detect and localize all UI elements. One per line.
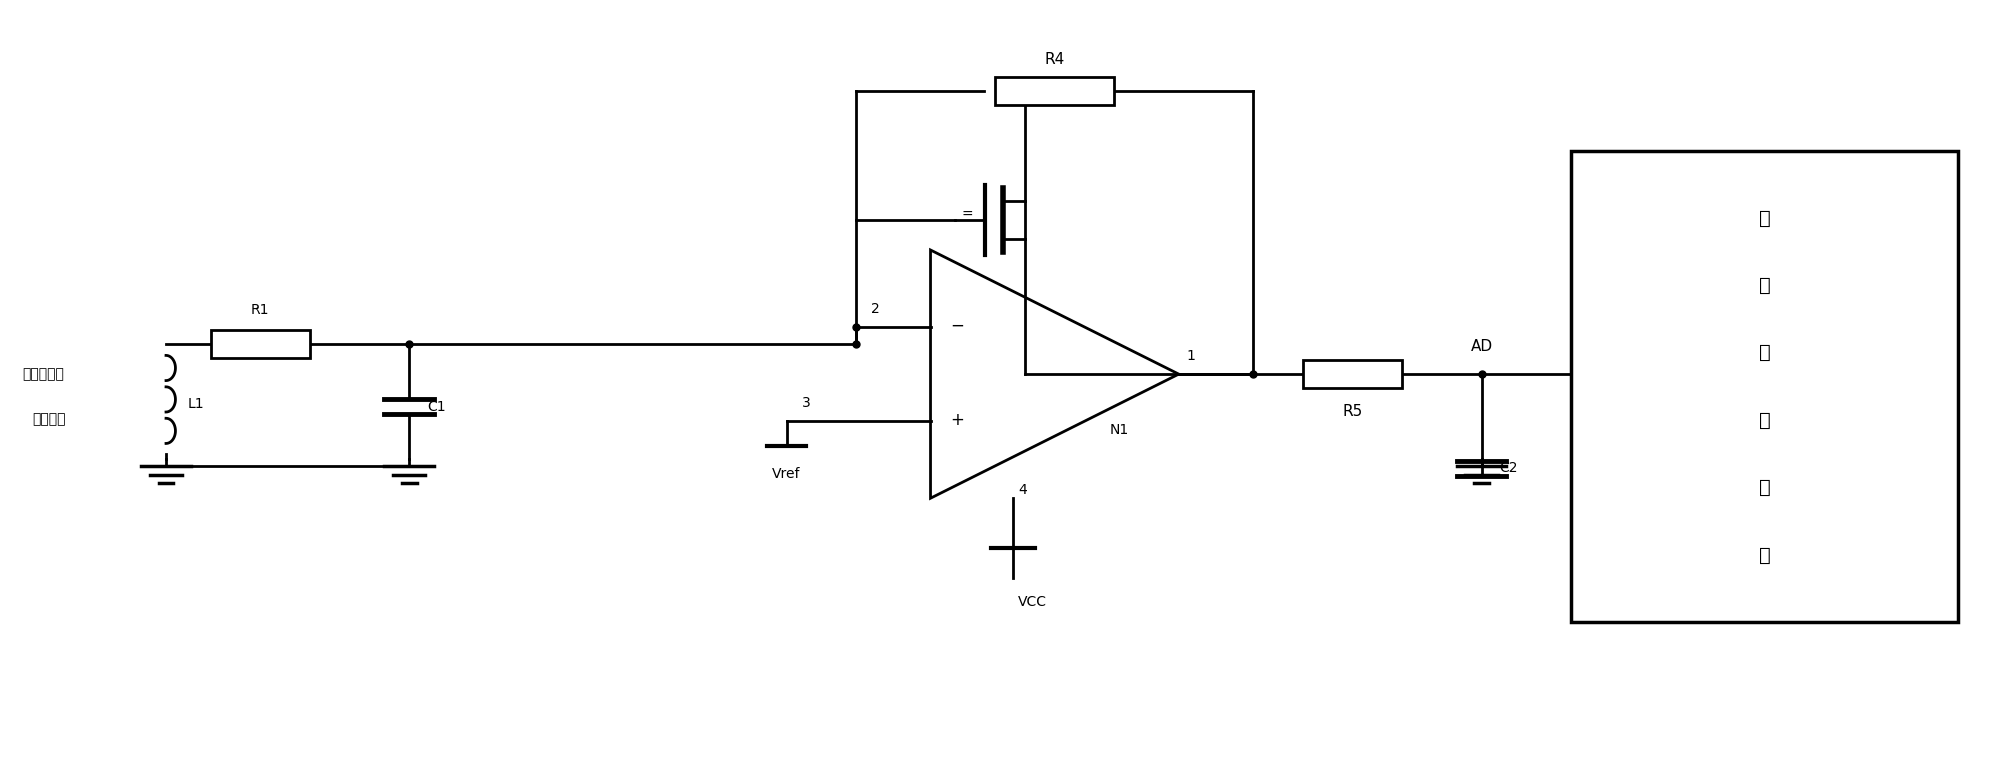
- Bar: [994, 77, 1115, 105]
- Bar: [1570, 150, 1959, 622]
- Text: R5: R5: [1343, 404, 1363, 419]
- Text: 2: 2: [870, 302, 880, 316]
- Text: 理: 理: [1758, 344, 1770, 362]
- Text: 3: 3: [802, 397, 810, 411]
- Text: L1: L1: [188, 397, 205, 411]
- Text: 二次线圈: 二次线圈: [32, 412, 66, 426]
- Text: Vref: Vref: [772, 467, 800, 481]
- Text: VCC: VCC: [1019, 595, 1047, 609]
- Text: C1: C1: [427, 400, 445, 414]
- Text: 处: 处: [1758, 276, 1770, 295]
- Text: 路: 路: [1758, 545, 1770, 565]
- Text: 微: 微: [1758, 209, 1770, 227]
- Text: +: +: [950, 411, 964, 429]
- Text: N1: N1: [1109, 423, 1129, 437]
- Text: 电: 电: [1758, 478, 1770, 497]
- Text: AD: AD: [1470, 339, 1492, 354]
- Text: 4: 4: [1019, 483, 1027, 497]
- Text: R4: R4: [1045, 52, 1065, 67]
- Text: R1: R1: [251, 302, 269, 316]
- Text: 电流互感器: 电流互感器: [22, 367, 64, 381]
- Text: 1: 1: [1187, 349, 1195, 363]
- Text: C2: C2: [1500, 461, 1518, 475]
- Text: =: =: [962, 208, 972, 222]
- Text: −: −: [950, 317, 964, 335]
- Text: 器: 器: [1758, 411, 1770, 430]
- Bar: [1303, 360, 1401, 388]
- Bar: [211, 330, 311, 358]
